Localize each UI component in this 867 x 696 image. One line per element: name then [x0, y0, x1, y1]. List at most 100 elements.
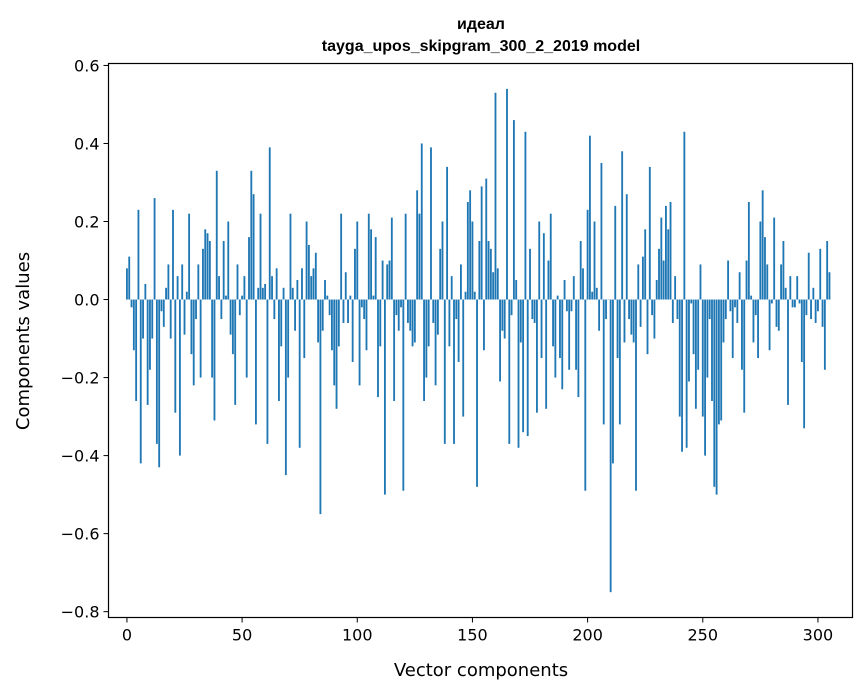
bar-198: [582, 268, 584, 300]
bar-51: [243, 276, 246, 300]
bar-164: [503, 299, 506, 339]
bar-29: [192, 299, 195, 386]
bar-213: [616, 299, 619, 359]
bar-175: [529, 248, 531, 300]
bar-87: [326, 295, 329, 300]
bar-41: [220, 299, 223, 320]
bar-83: [317, 299, 320, 343]
bar-260: [724, 299, 727, 320]
bar-265: [736, 299, 739, 323]
bar-248: [697, 299, 700, 370]
bar-22: [176, 276, 179, 300]
bar-220: [632, 299, 635, 343]
bar-277: [764, 237, 766, 300]
bar-251: [704, 299, 706, 456]
bar-71: [289, 213, 292, 300]
bar-32: [199, 299, 202, 378]
bar-258: [720, 299, 723, 421]
bar-24: [181, 264, 184, 300]
y-tick-label: −0.8: [61, 603, 100, 622]
bar-52: [245, 299, 248, 378]
bar-247: [694, 299, 697, 409]
bar-282: [775, 299, 778, 327]
bar-232: [660, 217, 663, 300]
bar-9: [146, 299, 149, 405]
bar-150: [471, 221, 474, 300]
bar-16: [162, 299, 165, 327]
bar-256: [715, 299, 718, 495]
bar-131: [427, 299, 430, 347]
bar-19: [169, 299, 172, 339]
x-tick-label: 0: [122, 626, 132, 645]
bar-148: [466, 202, 469, 300]
bar-184: [549, 213, 552, 300]
bar-55: [252, 194, 255, 300]
bar-66: [278, 299, 280, 401]
bar-53: [248, 237, 250, 300]
bar-30: [195, 299, 197, 320]
bar-98: [351, 299, 354, 362]
bar-105: [367, 213, 370, 300]
bar-223: [639, 299, 642, 327]
bar-199: [584, 299, 587, 491]
bar-89: [331, 299, 333, 351]
bar-287: [787, 299, 789, 405]
bar-224: [641, 256, 644, 300]
bar-291: [796, 276, 799, 300]
bar-119: [400, 299, 402, 308]
bar-179: [538, 221, 541, 300]
bar-171: [519, 299, 522, 343]
bar-42: [222, 241, 225, 300]
bar-181: [542, 233, 545, 300]
bar-252: [706, 299, 709, 378]
bar-120: [402, 299, 405, 491]
bar-79: [307, 244, 310, 300]
bar-205: [598, 299, 601, 331]
bar-303: [823, 299, 826, 370]
bar-165: [506, 88, 508, 300]
bar-276: [761, 190, 764, 300]
bar-103: [363, 299, 366, 320]
bar-268: [743, 299, 746, 413]
bar-68: [282, 287, 285, 300]
x-tick-label: 200: [572, 626, 603, 645]
bar-226: [646, 299, 649, 355]
bar-243: [685, 299, 688, 448]
bar-85: [321, 299, 324, 331]
bar-50: [241, 295, 244, 300]
bar-113: [386, 264, 389, 300]
bar-295: [805, 299, 808, 316]
bar-14: [158, 299, 161, 468]
bar-186: [554, 299, 557, 378]
bar-90: [333, 299, 336, 386]
bar-239: [676, 299, 679, 320]
bar-293: [800, 299, 803, 362]
bar-101: [358, 299, 361, 386]
bar-261: [727, 260, 730, 300]
bar-193: [570, 299, 573, 312]
bar-64: [273, 299, 276, 320]
bar-216: [623, 299, 626, 343]
bar-69: [284, 299, 287, 476]
chart-title-line1: идеал: [457, 16, 505, 33]
bar-6: [139, 299, 142, 464]
bar-279: [768, 299, 771, 351]
bar-170: [517, 299, 520, 448]
bar-176: [531, 299, 534, 320]
bar-118: [397, 299, 400, 331]
bar-227: [648, 166, 651, 300]
bar-72: [291, 287, 294, 300]
bar-271: [750, 295, 753, 300]
bar-238: [674, 276, 677, 300]
bar-18: [167, 264, 170, 300]
bar-48: [236, 264, 239, 300]
bar-294: [803, 299, 806, 429]
bar-21: [174, 299, 177, 413]
bar-93: [340, 213, 343, 300]
plot-frame: [107, 62, 854, 619]
bar-23: [178, 299, 181, 456]
bar-298: [812, 287, 815, 300]
bar-92: [337, 299, 340, 347]
